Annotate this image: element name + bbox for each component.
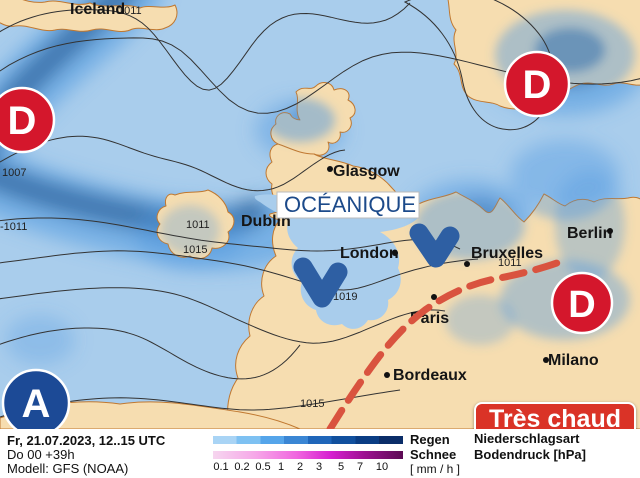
svg-text:Modell: GFS (NOAA): Modell: GFS (NOAA): [7, 461, 128, 476]
svg-text:D: D: [523, 63, 552, 107]
svg-text:Regen: Regen: [410, 432, 450, 447]
svg-text:Glasgow: Glasgow: [333, 163, 400, 180]
svg-text:1: 1: [278, 461, 284, 473]
svg-text:5: 5: [338, 461, 344, 473]
svg-text:Fr, 21.07.2023, 12..15 UTC: Fr, 21.07.2023, 12..15 UTC: [7, 433, 166, 448]
svg-text:0.5: 0.5: [255, 461, 270, 473]
svg-text:D: D: [568, 284, 595, 326]
svg-text:-1011: -1011: [0, 221, 27, 233]
svg-text:1007: 1007: [2, 167, 26, 179]
svg-text:D: D: [8, 99, 37, 143]
svg-text:10: 10: [376, 461, 388, 473]
svg-text:1015: 1015: [300, 398, 324, 410]
svg-text:Bodendruck [hPa]: Bodendruck [hPa]: [474, 447, 586, 462]
svg-text:1019: 1019: [333, 291, 357, 303]
svg-text:Iceland: Iceland: [70, 1, 125, 18]
svg-text:1011: 1011: [186, 219, 210, 231]
svg-text:2: 2: [297, 461, 303, 473]
svg-text:Berlin: Berlin: [567, 225, 612, 242]
svg-text:Bruxelles: Bruxelles: [471, 245, 543, 262]
svg-text:3: 3: [316, 461, 322, 473]
svg-text:Do 00 +39h: Do 00 +39h: [7, 447, 75, 462]
svg-text:Niederschlagsart: Niederschlagsart: [474, 431, 580, 446]
svg-text:7: 7: [357, 461, 363, 473]
svg-text:0.2: 0.2: [234, 461, 249, 473]
svg-text:[ mm / h ]: [ mm / h ]: [410, 462, 460, 476]
svg-text:Milano: Milano: [548, 352, 599, 369]
svg-text:Schnee: Schnee: [410, 447, 456, 462]
svg-text:Bordeaux: Bordeaux: [393, 367, 467, 384]
svg-text:0.1: 0.1: [213, 461, 228, 473]
svg-text:1015: 1015: [183, 244, 207, 256]
svg-text:OCÉANIQUE: OCÉANIQUE: [284, 192, 416, 217]
svg-text:London: London: [340, 245, 399, 262]
svg-text:A: A: [22, 382, 51, 426]
